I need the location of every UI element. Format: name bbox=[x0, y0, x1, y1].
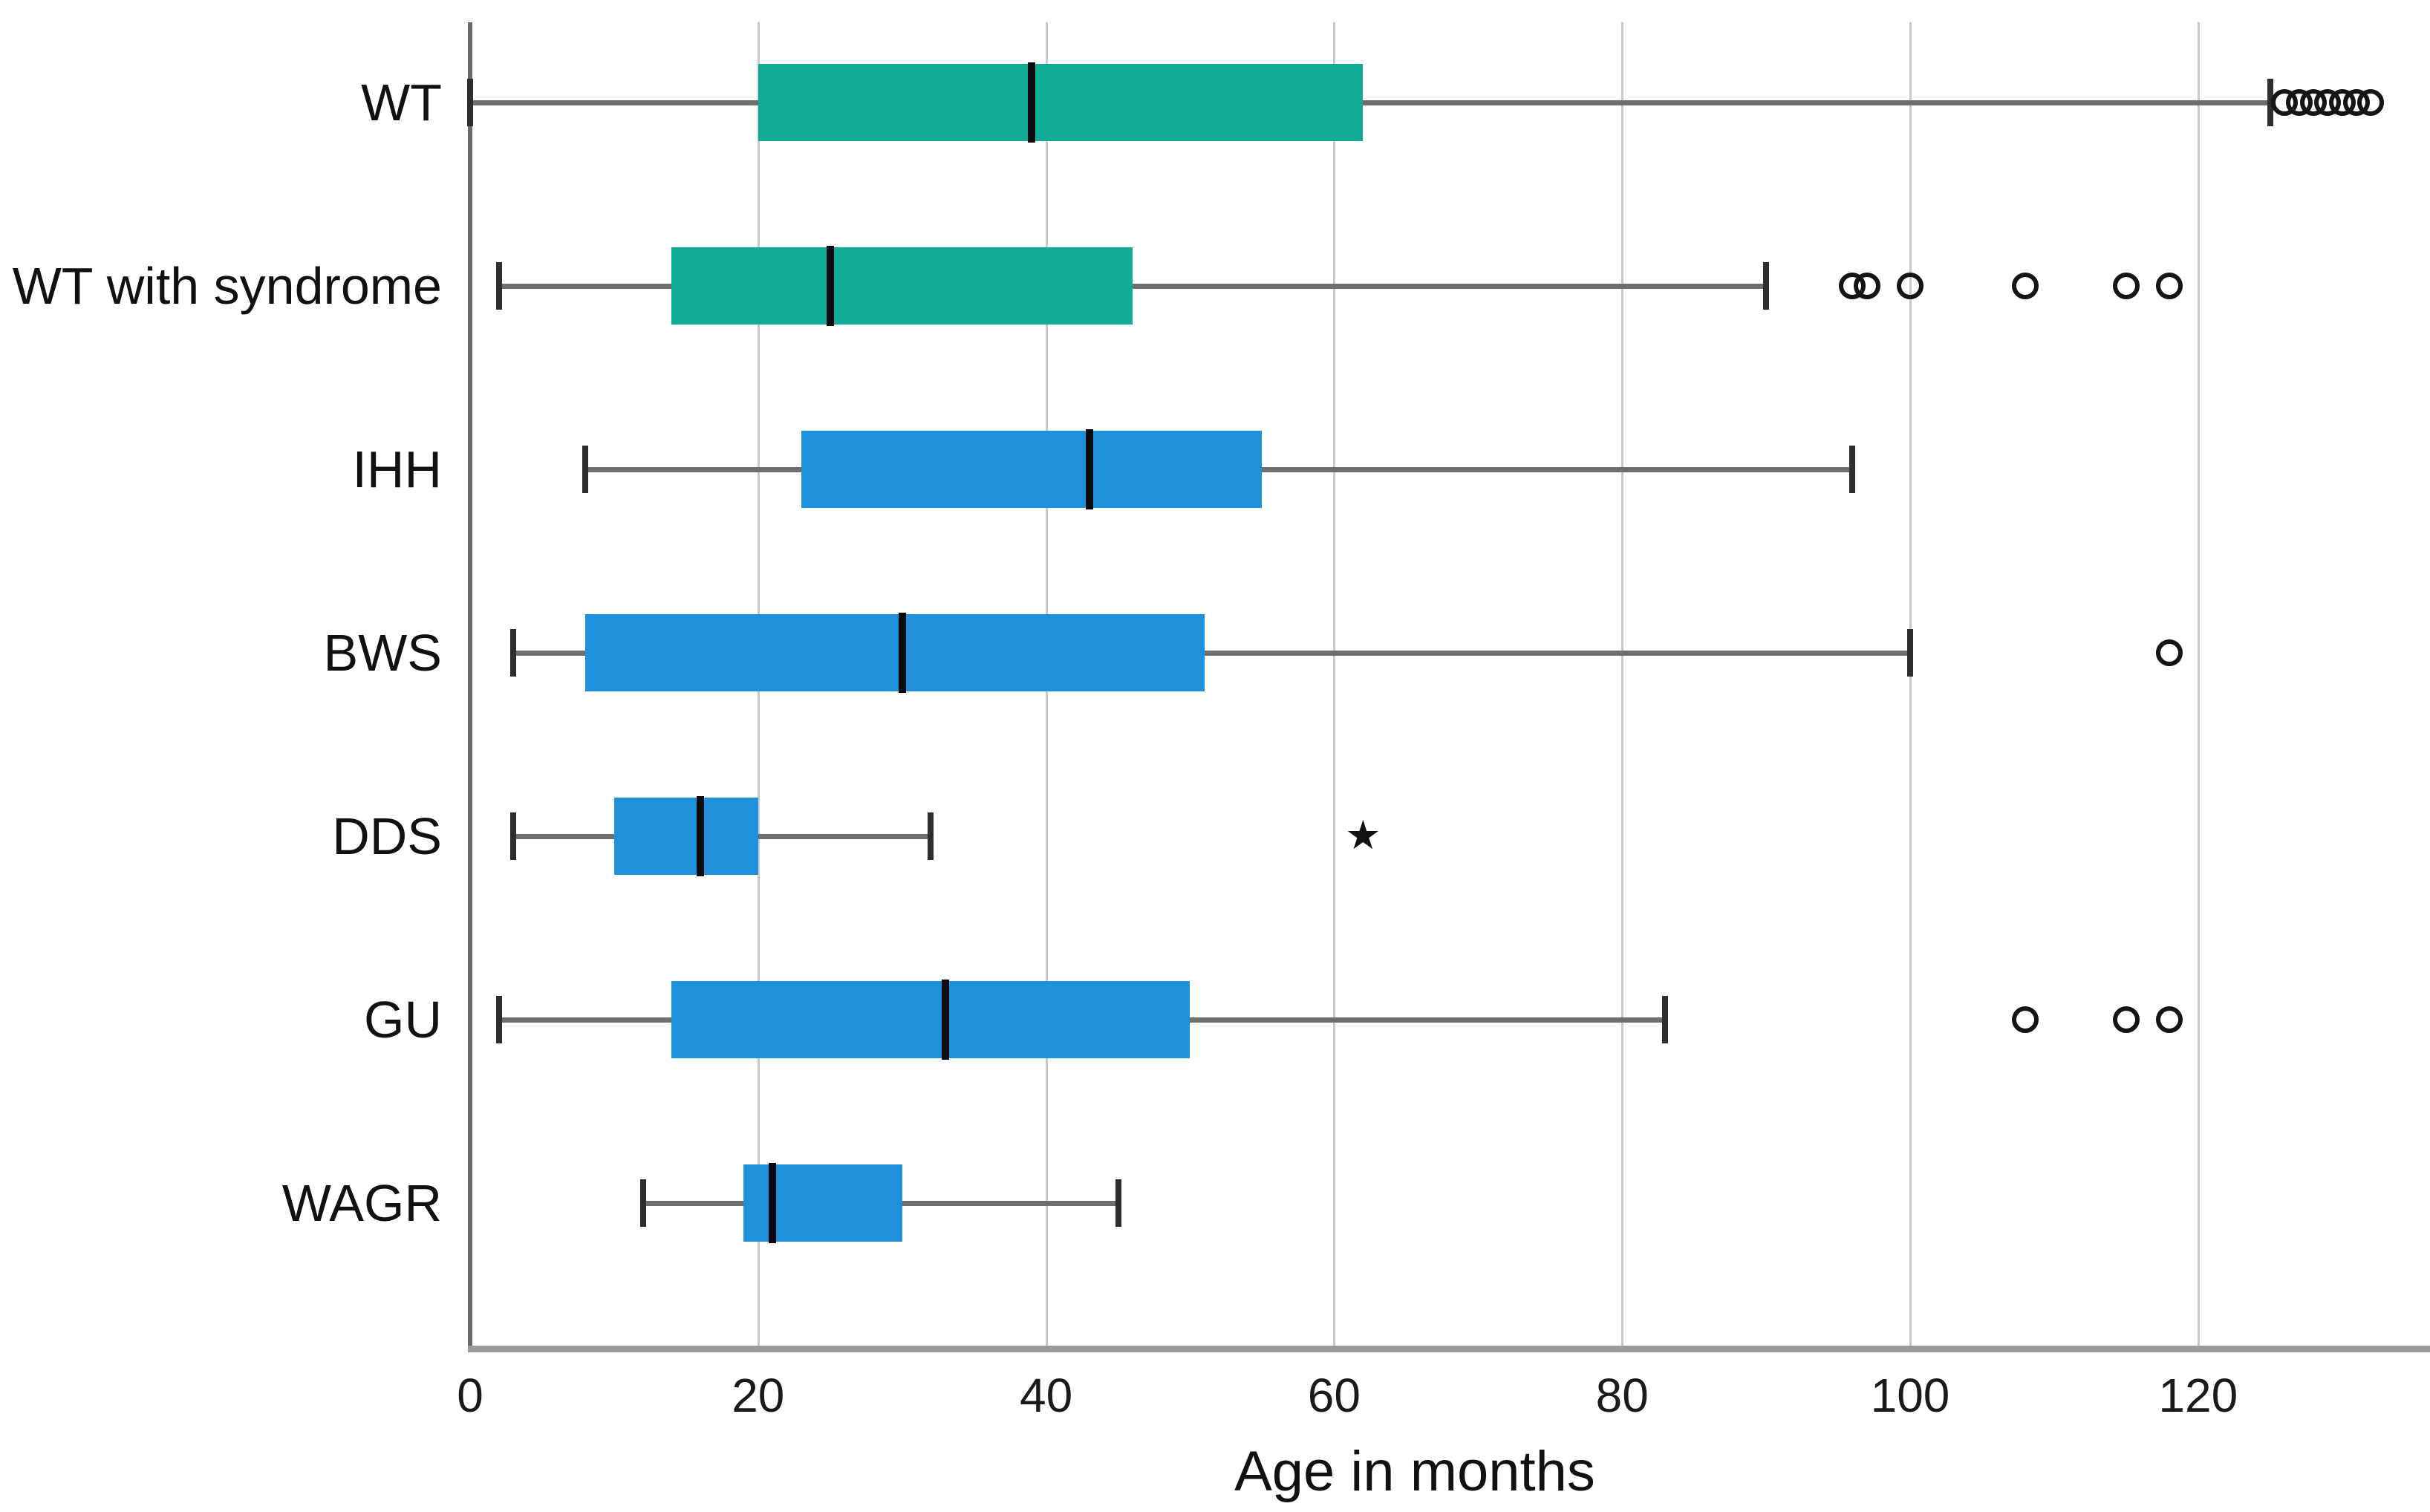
whisker-cap-high bbox=[1115, 1179, 1121, 1227]
outlier-circle bbox=[1897, 273, 1924, 299]
gridline-120 bbox=[2197, 22, 2200, 1346]
outlier-circle bbox=[2156, 273, 2183, 299]
x-tick-label-100: 100 bbox=[1870, 1369, 1950, 1422]
median-line bbox=[1028, 62, 1036, 143]
extreme-outlier-star: ★ bbox=[1345, 813, 1381, 858]
box-ihh bbox=[801, 431, 1263, 508]
box-wt-with-syndrome bbox=[671, 247, 1133, 325]
whisker-line bbox=[513, 651, 1910, 656]
y-category-label-bws: BWS bbox=[323, 624, 442, 682]
x-axis-title: Age in months bbox=[1234, 1440, 1595, 1503]
x-axis-line bbox=[468, 1346, 2430, 1352]
y-category-label-ihh: IHH bbox=[352, 440, 442, 498]
median-line bbox=[941, 980, 949, 1060]
whisker-cap-high bbox=[1662, 996, 1669, 1043]
gridline-80 bbox=[1621, 22, 1624, 1346]
whisker-cap-high bbox=[928, 812, 934, 860]
box-dds bbox=[613, 798, 758, 875]
whisker-cap-low bbox=[582, 446, 589, 493]
outlier-circle bbox=[2156, 1006, 2183, 1033]
whisker-cap-high bbox=[1763, 262, 1770, 310]
whisker-line bbox=[498, 284, 1767, 289]
outlier-circle bbox=[2112, 1006, 2140, 1033]
y-category-label-wagr: WAGR bbox=[281, 1174, 442, 1232]
y-category-label-wt-with-syndrome: WT with syndrome bbox=[12, 257, 442, 315]
x-tick-label-80: 80 bbox=[1595, 1369, 1649, 1422]
y-category-label-dds: DDS bbox=[332, 807, 442, 865]
x-tick-label-0: 0 bbox=[457, 1369, 483, 1422]
median-line bbox=[826, 246, 834, 326]
outlier-circle bbox=[2357, 89, 2385, 116]
box-gu bbox=[671, 981, 1190, 1058]
x-tick-label-40: 40 bbox=[1020, 1369, 1073, 1422]
box-wagr bbox=[743, 1164, 902, 1242]
outlier-circle bbox=[1853, 273, 1880, 299]
y-category-label-wt: WT bbox=[361, 74, 442, 131]
gridline-100 bbox=[1909, 22, 1912, 1346]
whisker-cap-low bbox=[467, 79, 473, 126]
gridline-60 bbox=[1333, 22, 1336, 1346]
box-bws bbox=[585, 614, 1205, 691]
median-line bbox=[769, 1163, 777, 1243]
y-axis-line bbox=[468, 22, 472, 1346]
whisker-cap-high bbox=[2267, 79, 2273, 126]
whisker-cap-low bbox=[510, 812, 517, 860]
whisker-line bbox=[470, 100, 2270, 105]
y-category-label-gu: GU bbox=[364, 991, 442, 1049]
whisker-cap-high bbox=[1907, 629, 1913, 677]
box-wt bbox=[758, 64, 1364, 141]
outlier-circle bbox=[2112, 273, 2140, 299]
median-line bbox=[898, 613, 906, 693]
median-line bbox=[697, 796, 705, 876]
whisker-cap-low bbox=[495, 262, 502, 310]
x-tick-label-60: 60 bbox=[1307, 1369, 1361, 1422]
median-line bbox=[1085, 429, 1093, 509]
x-tick-label-120: 120 bbox=[2158, 1369, 2238, 1422]
whisker-cap-low bbox=[495, 996, 502, 1043]
x-tick-label-20: 20 bbox=[732, 1369, 785, 1422]
outlier-circle bbox=[2156, 639, 2183, 666]
outlier-circle bbox=[2012, 1006, 2039, 1033]
whisker-cap-low bbox=[510, 629, 517, 677]
outlier-circle bbox=[2012, 273, 2039, 299]
whisker-cap-low bbox=[639, 1179, 646, 1227]
whisker-cap-high bbox=[1849, 446, 1856, 493]
